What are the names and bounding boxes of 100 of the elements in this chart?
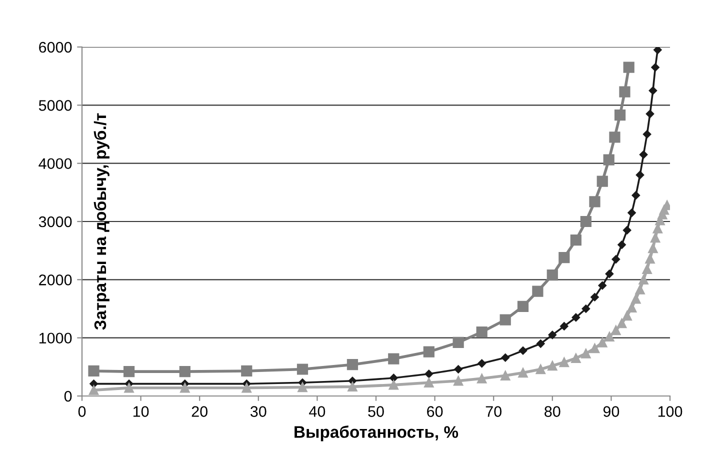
point — [388, 380, 398, 390]
point — [603, 154, 614, 166]
point — [622, 226, 632, 234]
point — [346, 359, 358, 370]
point — [632, 191, 640, 200]
point — [598, 281, 607, 290]
x-tick-label: 30 — [250, 406, 266, 417]
point — [476, 326, 488, 338]
point — [558, 252, 570, 264]
point — [88, 365, 100, 377]
x-tick-label: 100 — [658, 406, 682, 417]
point — [572, 313, 580, 322]
point — [626, 302, 637, 312]
point — [639, 150, 648, 159]
point — [536, 340, 545, 348]
point — [590, 292, 599, 302]
point — [638, 274, 648, 285]
y-tick-label: 1000 — [39, 332, 72, 344]
point — [124, 382, 134, 393]
x-tick-label: 50 — [368, 406, 384, 417]
x-tick-label: 70 — [486, 406, 502, 417]
point — [571, 353, 581, 364]
point — [646, 110, 654, 118]
x-tick-label: 10 — [133, 406, 149, 417]
point — [642, 264, 652, 274]
point — [581, 348, 591, 358]
y-tick-label: 5000 — [38, 100, 72, 111]
point — [546, 269, 558, 281]
point — [598, 338, 608, 348]
point — [596, 176, 608, 187]
point — [348, 382, 358, 392]
point — [518, 346, 528, 355]
point — [605, 270, 614, 278]
x-tick-label: 40 — [309, 406, 326, 417]
point — [628, 208, 636, 217]
point — [424, 378, 434, 388]
point — [614, 110, 626, 121]
point — [560, 322, 568, 330]
point — [651, 63, 660, 72]
point — [476, 374, 487, 384]
point — [423, 346, 434, 358]
point — [648, 243, 658, 254]
point — [123, 366, 135, 378]
point — [635, 284, 645, 294]
point — [454, 365, 462, 374]
point — [478, 359, 486, 368]
point — [590, 343, 600, 354]
point — [609, 132, 620, 143]
point — [453, 376, 464, 386]
point — [570, 234, 582, 246]
x-tick-label: 0 — [78, 406, 86, 417]
point — [642, 130, 652, 138]
point — [424, 370, 434, 378]
x-axis-title: Выработанность, % — [294, 426, 458, 442]
point — [518, 368, 528, 378]
y-tick-label: 4000 — [38, 158, 72, 170]
point — [622, 310, 632, 321]
point — [580, 216, 592, 228]
point — [636, 170, 644, 180]
point — [548, 330, 557, 340]
point — [619, 86, 630, 98]
x-tick-label: 20 — [192, 406, 208, 417]
point — [500, 314, 511, 326]
point — [582, 304, 590, 313]
point — [241, 365, 252, 377]
point — [298, 382, 308, 392]
y-tick-label: 0 — [64, 390, 72, 402]
x-tick-label: 90 — [603, 406, 620, 417]
point — [180, 382, 190, 393]
y-tick-label: 2000 — [39, 274, 72, 286]
y-tick-label: 6000 — [39, 42, 72, 53]
point — [548, 360, 558, 371]
point — [500, 370, 510, 381]
point — [652, 224, 663, 234]
y-tick-label: 3000 — [38, 216, 72, 228]
point — [650, 232, 660, 243]
point — [645, 254, 655, 264]
point — [532, 286, 544, 297]
point — [623, 62, 634, 73]
point — [452, 336, 464, 348]
x-tick-label: 60 — [427, 406, 443, 417]
point — [589, 196, 600, 208]
point — [631, 294, 641, 304]
x-tick-label: 80 — [544, 406, 560, 417]
point — [536, 364, 546, 374]
point — [390, 374, 398, 382]
point — [618, 240, 626, 249]
point — [604, 332, 614, 342]
point — [388, 353, 400, 364]
point — [296, 364, 308, 375]
point — [88, 385, 99, 396]
point — [612, 255, 620, 264]
point — [501, 353, 510, 362]
point — [611, 325, 621, 336]
point — [559, 357, 570, 368]
point — [616, 318, 627, 328]
y-axis-title: Затраты на добычу, руб./т — [94, 113, 110, 330]
point — [179, 366, 190, 378]
point — [242, 382, 252, 393]
point — [517, 300, 529, 312]
